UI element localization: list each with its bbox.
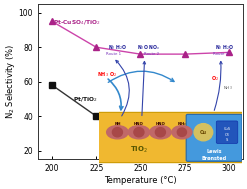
FancyBboxPatch shape xyxy=(216,121,238,143)
Text: Route 3: Route 3 xyxy=(213,52,228,56)
FancyBboxPatch shape xyxy=(97,112,244,163)
Circle shape xyxy=(155,128,165,137)
Text: Pt-CuSO$_4$/TiO$_2$: Pt-CuSO$_4$/TiO$_2$ xyxy=(53,18,101,27)
Circle shape xyxy=(177,128,186,136)
Text: Route 1: Route 1 xyxy=(106,52,122,56)
Text: O$_4$: O$_4$ xyxy=(224,132,230,139)
Ellipse shape xyxy=(128,126,150,139)
Text: Route 2: Route 2 xyxy=(144,52,159,56)
Text: NH$_x$: NH$_x$ xyxy=(177,120,187,128)
Circle shape xyxy=(112,128,123,137)
Text: N$_2$ H$_2$O: N$_2$ H$_2$O xyxy=(215,43,235,52)
FancyArrowPatch shape xyxy=(214,61,222,110)
Ellipse shape xyxy=(150,126,171,139)
Text: O$_2$: O$_2$ xyxy=(210,74,219,83)
FancyArrowPatch shape xyxy=(142,61,145,115)
Ellipse shape xyxy=(107,126,128,139)
Text: TiO$_2$: TiO$_2$ xyxy=(130,144,148,154)
Text: N$_2$O NO$_x$: N$_2$O NO$_x$ xyxy=(137,43,161,52)
Circle shape xyxy=(194,124,213,141)
Text: HNO: HNO xyxy=(134,122,144,126)
Text: NH$_3$: NH$_3$ xyxy=(223,84,233,92)
Text: Cu: Cu xyxy=(200,130,207,135)
Y-axis label: N$_2$ Selectivity (%): N$_2$ Selectivity (%) xyxy=(4,44,17,119)
Text: Brønsted: Brønsted xyxy=(202,156,227,160)
Text: CuS: CuS xyxy=(224,127,231,131)
FancyBboxPatch shape xyxy=(186,114,242,161)
Text: HNO: HNO xyxy=(155,122,165,126)
FancyArrowPatch shape xyxy=(116,60,129,116)
X-axis label: Temperature (°C): Temperature (°C) xyxy=(104,176,177,185)
Text: Lewis: Lewis xyxy=(206,149,222,154)
FancyArrowPatch shape xyxy=(108,79,123,110)
Text: NH$_3$ O$_2$: NH$_3$ O$_2$ xyxy=(97,70,118,79)
Text: S: S xyxy=(226,138,228,142)
Text: Pt/TiO$_2$: Pt/TiO$_2$ xyxy=(73,95,98,104)
Circle shape xyxy=(134,128,144,137)
FancyArrowPatch shape xyxy=(108,71,174,82)
Ellipse shape xyxy=(172,126,192,139)
Text: NH: NH xyxy=(114,122,121,126)
Text: N$_2$ H$_2$O: N$_2$ H$_2$O xyxy=(108,43,127,52)
